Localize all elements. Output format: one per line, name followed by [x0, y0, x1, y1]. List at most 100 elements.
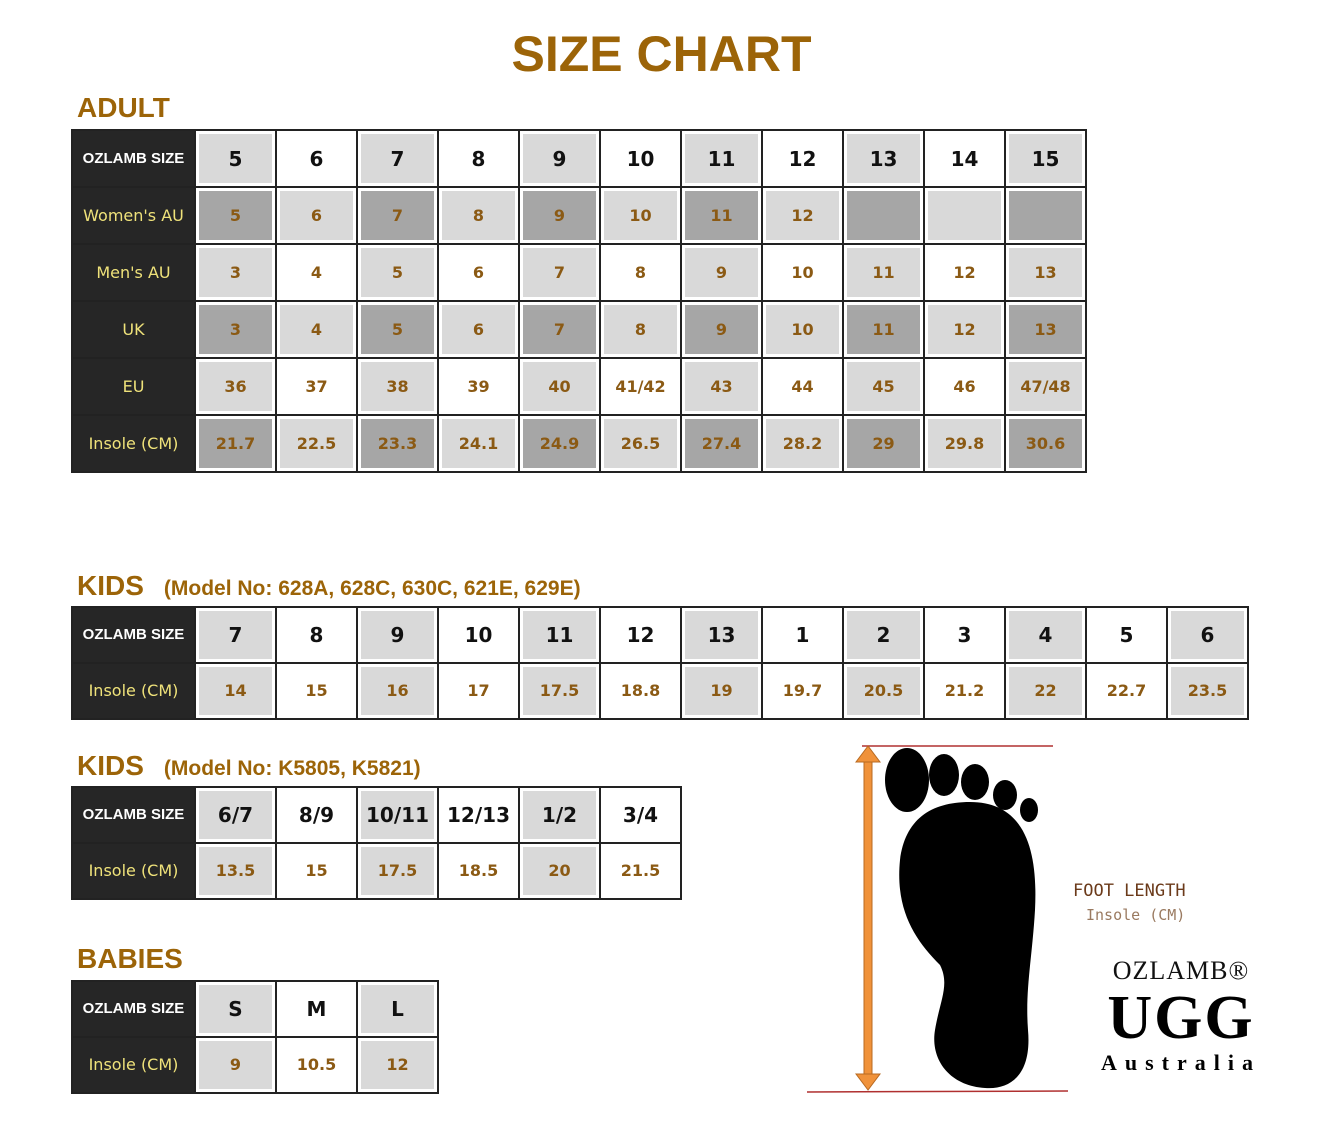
size-cell: 26.5	[599, 414, 682, 473]
size-cell: 7	[518, 243, 601, 302]
size-cell: 5	[194, 186, 277, 245]
size-header-cell: 11	[680, 129, 763, 188]
size-cell: 39	[437, 357, 520, 416]
size-cell: 21.2	[923, 662, 1006, 720]
size-cell: 9	[518, 186, 601, 245]
size-header-cell: 13	[680, 606, 763, 664]
size-header-cell: 1	[761, 606, 844, 664]
row-label: OZLAMB SIZE	[71, 980, 196, 1038]
size-cell: 6	[275, 186, 358, 245]
size-header-cell: S	[194, 980, 277, 1038]
kids2-subheading: (Model No: K5805, K5821)	[163, 757, 421, 780]
adult-row: OZLAMB SIZE 5 6 7 8 9 10 11 12 13 14 15	[71, 129, 1087, 188]
size-header-cell: 7	[194, 606, 277, 664]
size-header-cell: 8/9	[275, 786, 358, 844]
size-cell: 18.5	[437, 842, 520, 900]
size-cell: 17	[437, 662, 520, 720]
size-header-cell: 3/4	[599, 786, 682, 844]
size-cell: 18.8	[599, 662, 682, 720]
size-header-cell: 1/2	[518, 786, 601, 844]
kids1-heading: KIDS (Model No: 628A, 628C, 630C, 621E, 6…	[77, 570, 581, 605]
size-cell: 23.5	[1166, 662, 1249, 720]
adult-row: Insole (CM) 21.7 22.5 23.3 24.1 24.9 26.5 27.4 2…	[71, 414, 1087, 473]
size-cell: 9	[680, 300, 763, 359]
kids2-row: OZLAMB SIZE 6/7 8/9 10/11 12/13 1/2 3/4	[71, 786, 682, 844]
size-cell: 10.5	[275, 1036, 358, 1094]
kids1-subheading: (Model No: 628A, 628C, 630C, 621E, 629E)	[163, 577, 581, 600]
size-header-cell: 3	[923, 606, 1006, 664]
size-header-cell: 6/7	[194, 786, 277, 844]
size-cell: 8	[599, 243, 682, 302]
size-cell: 20.5	[842, 662, 925, 720]
size-cell: 5	[356, 300, 439, 359]
size-cell: 43	[680, 357, 763, 416]
size-cell: 3	[194, 243, 277, 302]
size-header-cell: 5	[194, 129, 277, 188]
size-cell: 20	[518, 842, 601, 900]
size-cell: 45	[842, 357, 925, 416]
size-cell: 12	[923, 243, 1006, 302]
kids1-row: OZLAMB SIZE 7 8 9 10 11 12 13 1 2 3 4 5 6	[71, 606, 1249, 664]
size-header-cell: 10	[437, 606, 520, 664]
size-header-cell: 15	[1004, 129, 1087, 188]
size-header-cell: 12	[599, 606, 682, 664]
size-cell: 7	[518, 300, 601, 359]
size-cell: 15	[275, 662, 358, 720]
row-label: EU	[71, 357, 196, 416]
size-cell: 17.5	[356, 842, 439, 900]
row-label: UK	[71, 300, 196, 359]
size-header-cell: 9	[518, 129, 601, 188]
adult-row: EU 36 37 38 39 40 41/42 43 44 45 46 47/48	[71, 357, 1087, 416]
size-cell: 27.4	[680, 414, 763, 473]
double-arrow-icon	[855, 745, 881, 1091]
size-cell: 13.5	[194, 842, 277, 900]
adult-heading: ADULT	[77, 92, 170, 124]
size-header-cell: 2	[842, 606, 925, 664]
size-cell: 36	[194, 357, 277, 416]
row-label: Men's AU	[71, 243, 196, 302]
foot-length-label: FOOT LENGTH	[1073, 881, 1186, 901]
foot-icon	[885, 748, 1038, 1089]
size-cell: 23.3	[356, 414, 439, 473]
babies-heading: BABIES	[77, 943, 183, 975]
size-cell: 8	[599, 300, 682, 359]
kids2-row: Insole (CM) 13.5 15 17.5 18.5 20 21.5	[71, 842, 682, 900]
row-label: OZLAMB SIZE	[71, 606, 196, 664]
babies-row: Insole (CM) 9 10.5 12	[71, 1036, 439, 1094]
size-header-cell: 14	[923, 129, 1006, 188]
logo-ugg: UGG	[1107, 984, 1255, 1052]
row-label: Insole (CM)	[71, 662, 196, 720]
row-label: Women's AU	[71, 186, 196, 245]
size-header-cell: 12/13	[437, 786, 520, 844]
size-cell	[1004, 186, 1087, 245]
size-cell: 16	[356, 662, 439, 720]
foot-length-diagram	[806, 745, 1069, 1093]
size-cell: 4	[275, 243, 358, 302]
kids1-row: Insole (CM) 14 15 16 17 17.5 18.8 19 19.7 20.5 21.…	[71, 662, 1249, 720]
size-header-cell: 4	[1004, 606, 1087, 664]
size-cell: 14	[194, 662, 277, 720]
size-header-cell: 10/11	[356, 786, 439, 844]
size-header-cell: 13	[842, 129, 925, 188]
size-cell: 24.9	[518, 414, 601, 473]
size-cell: 13	[1004, 300, 1087, 359]
row-label: Insole (CM)	[71, 1036, 196, 1094]
size-cell: 37	[275, 357, 358, 416]
size-cell: 10	[761, 300, 844, 359]
size-header-cell: 6	[275, 129, 358, 188]
size-cell: 4	[275, 300, 358, 359]
size-cell: 12	[923, 300, 1006, 359]
size-cell: 21.7	[194, 414, 277, 473]
size-cell: 7	[356, 186, 439, 245]
size-header-cell: 10	[599, 129, 682, 188]
size-header-cell: 12	[761, 129, 844, 188]
row-label: OZLAMB SIZE	[71, 129, 196, 188]
size-cell: 44	[761, 357, 844, 416]
kids1-size-table: OZLAMB SIZE 7 8 9 10 11 12 13 1 2 3 4 5 6 Insole (CM) 1…	[71, 606, 1249, 720]
adult-row: Men's AU 3 4 5 6 7 8 9 10 11 12 13	[71, 243, 1087, 302]
size-cell: 29.8	[923, 414, 1006, 473]
size-cell: 9	[194, 1036, 277, 1094]
size-cell: 12	[761, 186, 844, 245]
logo-australia: Australia	[1101, 1050, 1261, 1075]
bottom-measure-line	[806, 1090, 1069, 1093]
